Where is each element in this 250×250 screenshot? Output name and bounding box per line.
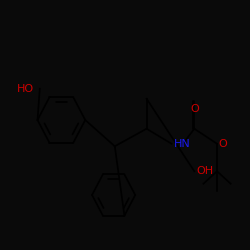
- Text: HN: HN: [174, 139, 190, 149]
- Text: HO: HO: [17, 84, 34, 94]
- Text: O: O: [218, 139, 227, 149]
- Text: O: O: [190, 104, 199, 114]
- Text: OH: OH: [196, 166, 213, 176]
